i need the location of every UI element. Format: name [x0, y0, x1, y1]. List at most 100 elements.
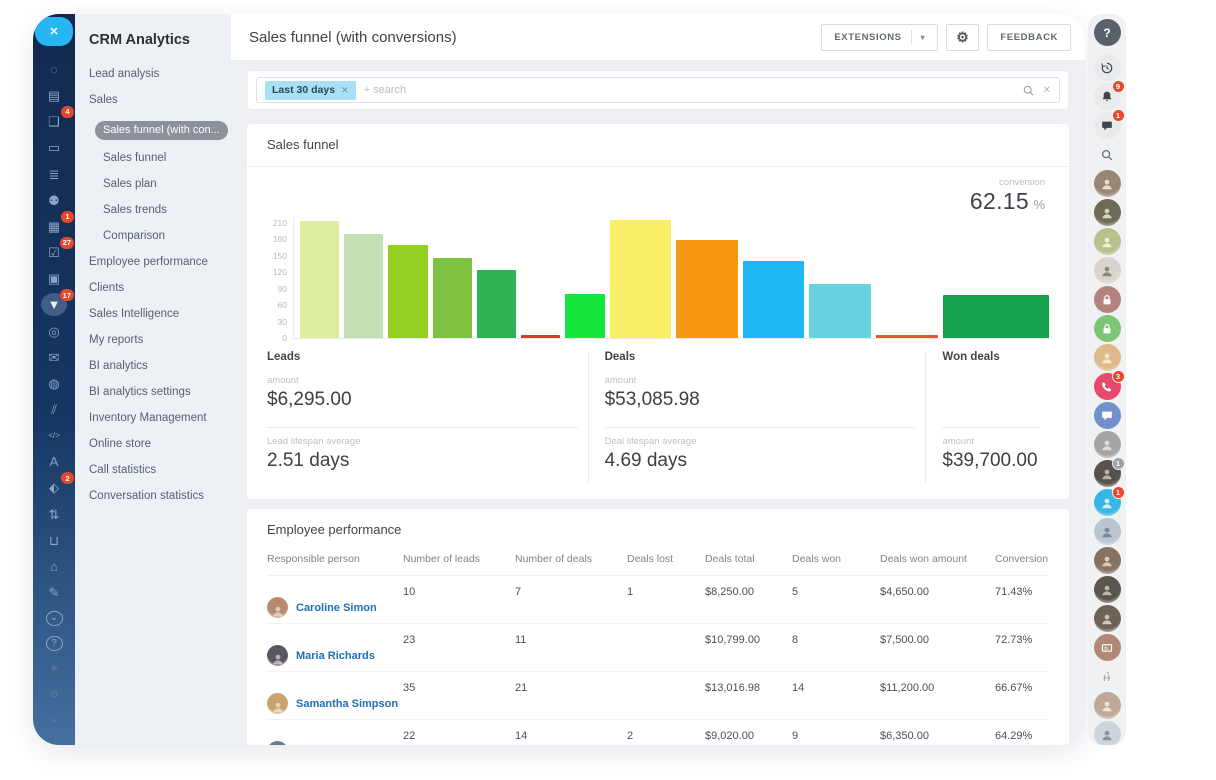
target-icon[interactable]: ◎ — [41, 319, 67, 342]
calendar-icon[interactable]: ▦1 — [41, 215, 67, 238]
funnel-bar-lead-stage-2[interactable] — [344, 234, 383, 338]
nav-item-comparison[interactable]: Comparison — [89, 230, 231, 242]
presentation-icon[interactable] — [1094, 634, 1121, 661]
column-header[interactable]: Conversion — [995, 553, 1049, 565]
avatar-8[interactable]: 1 — [1094, 489, 1121, 516]
spinner-icon[interactable]: ◌ — [41, 58, 67, 81]
org-icon[interactable]: ⚭ — [41, 658, 67, 681]
search-button[interactable] — [1094, 141, 1121, 168]
funnel-bar-deal-stage-2[interactable] — [676, 240, 738, 338]
avatar-2[interactable] — [1094, 199, 1121, 226]
help-button[interactable]: ? — [1094, 19, 1121, 46]
contact-card-icon[interactable]: ▣ — [41, 267, 67, 290]
locked-user-2[interactable] — [1094, 315, 1121, 342]
messenger-button[interactable]: 1 — [1094, 112, 1121, 139]
responsible-person-link[interactable]: Maria Richards — [296, 650, 375, 662]
funnel-bar-lead-stage-1[interactable] — [300, 221, 339, 338]
nav-item-sales-trends[interactable]: Sales trends — [89, 204, 231, 216]
exchange-icon[interactable]: ⇅ — [41, 503, 67, 526]
funnel-bar-lead-stage-3[interactable] — [388, 245, 427, 338]
marketing-icon[interactable]: ⫽ — [41, 398, 67, 421]
nav-item-sales[interactable]: Sales — [89, 94, 231, 106]
history-button[interactable] — [1094, 54, 1121, 81]
sketch-user[interactable] — [1094, 663, 1121, 690]
funnel-bar-lead-stage-4[interactable] — [433, 258, 472, 338]
chevron-down-icon[interactable]: ▾ — [921, 33, 926, 42]
avatar-12[interactable] — [1094, 605, 1121, 632]
store-icon[interactable]: ⌂ — [41, 555, 67, 578]
settings-icon[interactable]: ⚙ — [41, 684, 67, 707]
funnel-bar-deals-lost[interactable] — [876, 335, 938, 338]
funnel-bar-deal-stage-4[interactable] — [809, 284, 871, 338]
nav-item-inventory-management[interactable]: Inventory Management — [89, 412, 231, 424]
close-panel-button[interactable]: ✕ — [35, 17, 73, 46]
group-chat[interactable] — [1094, 402, 1121, 429]
avatar-9[interactable] — [1094, 518, 1121, 545]
avatar-13[interactable] — [1094, 692, 1121, 719]
funnel-bar-lead-stage-5[interactable] — [477, 270, 516, 338]
column-header[interactable]: Deals won — [792, 553, 880, 565]
nav-item-bi-analytics-settings[interactable]: BI analytics settings — [89, 386, 231, 398]
nav-item-sales-funnel-with-con[interactable]: Sales funnel (with con... — [95, 121, 228, 140]
nav-item-lead-analysis[interactable]: Lead analysis — [89, 68, 231, 80]
column-header[interactable]: Responsible person — [267, 553, 403, 565]
column-header[interactable]: Deals total — [705, 553, 792, 565]
automation-icon[interactable]: A — [41, 450, 67, 473]
tasks-icon[interactable]: ☑27 — [41, 241, 67, 264]
settings-button[interactable]: ⚙ — [946, 24, 979, 51]
cart-icon[interactable]: ⊔ — [41, 529, 67, 552]
avatar-10[interactable] — [1094, 547, 1121, 574]
pencil-icon[interactable]: ✎ — [41, 581, 67, 604]
code-icon[interactable]: </> — [41, 424, 67, 447]
shop-icon[interactable]: ⬖2 — [41, 476, 67, 499]
avatar-4[interactable] — [1094, 257, 1121, 284]
avatar-3[interactable] — [1094, 228, 1121, 255]
chevron-down-icon[interactable]: ⌄ — [46, 611, 63, 626]
avatar-7[interactable]: 1 — [1094, 460, 1121, 487]
document-icon[interactable]: ≣ — [41, 163, 67, 186]
avatar-14[interactable] — [1094, 721, 1121, 745]
column-header[interactable]: Number of deals — [515, 553, 627, 565]
nav-item-conversation-statistics[interactable]: Conversation statistics — [89, 490, 231, 502]
responsible-person-link[interactable]: Caroline Simon — [296, 602, 377, 614]
responsible-person-link[interactable]: Samantha Simpson — [296, 698, 398, 710]
funnel-bar-leads-lost[interactable] — [521, 335, 560, 338]
clear-search-icon[interactable]: ✕ — [1043, 85, 1051, 96]
nav-item-clients[interactable]: Clients — [89, 282, 231, 294]
nav-item-online-store[interactable]: Online store — [89, 438, 231, 450]
inbox-icon[interactable]: ▭ — [41, 136, 67, 159]
add-icon[interactable]: + — [41, 710, 67, 733]
nav-item-call-statistics[interactable]: Call statistics — [89, 464, 231, 476]
nav-item-bi-analytics[interactable]: BI analytics — [89, 360, 231, 372]
database-icon[interactable]: ◍ — [41, 372, 67, 395]
search-input[interactable]: Last 30 days ✕ + search ✕ — [256, 77, 1060, 103]
extensions-button[interactable]: EXTENSIONS ▾ — [821, 24, 938, 51]
funnel-bar-leads-converted[interactable] — [565, 294, 604, 338]
avatar-1[interactable] — [1094, 170, 1121, 197]
nav-item-my-reports[interactable]: My reports — [89, 334, 231, 346]
avatar-6[interactable] — [1094, 431, 1121, 458]
help-icon[interactable]: ? — [46, 636, 63, 651]
search-icon[interactable] — [1022, 84, 1035, 97]
filter-chip[interactable]: Last 30 days ✕ — [265, 81, 356, 100]
funnel-bar-deal-stage-1[interactable] — [610, 220, 672, 338]
crm-funnel-icon[interactable]: ▼17 — [41, 293, 67, 316]
avatar-11[interactable] — [1094, 576, 1121, 603]
nav-item-sales-plan[interactable]: Sales plan — [89, 178, 231, 190]
feedback-button[interactable]: FEEDBACK — [987, 24, 1071, 51]
feed-icon[interactable]: ▤ — [41, 84, 67, 107]
column-header[interactable]: Number of leads — [403, 553, 515, 565]
mail-icon[interactable]: ✉ — [41, 346, 67, 369]
people-icon[interactable]: ⚉ — [41, 189, 67, 212]
nav-item-employee-performance[interactable]: Employee performance — [89, 256, 231, 268]
nav-item-sales-intelligence[interactable]: Sales Intelligence — [89, 308, 231, 320]
funnel-bar-deal-stage-3[interactable] — [743, 261, 805, 338]
calls-button[interactable]: 3 — [1094, 373, 1121, 400]
locked-user-1[interactable] — [1094, 286, 1121, 313]
avatar-5[interactable] — [1094, 344, 1121, 371]
nav-item-sales-funnel[interactable]: Sales funnel — [89, 152, 231, 164]
chat-icon[interactable]: ❑4 — [41, 110, 67, 133]
notifications-bell[interactable]: 9 — [1094, 83, 1121, 110]
column-header[interactable]: Deals lost — [627, 553, 705, 565]
funnel-bar-won-deals[interactable] — [943, 295, 1049, 338]
